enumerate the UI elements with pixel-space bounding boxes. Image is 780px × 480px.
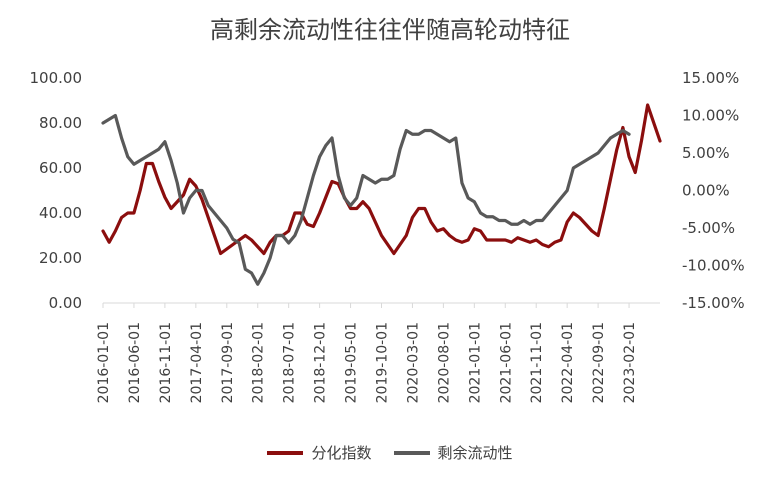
x-tick-label: 2017-09-01 <box>220 322 236 403</box>
y-left-tick-label: 40.00 <box>39 204 82 222</box>
x-tick-label: 2018-12-01 <box>313 322 329 403</box>
y-right-tick-label: 15.00% <box>682 69 739 87</box>
x-tick-label: 2021-01-01 <box>467 322 483 403</box>
x-tick-label: 2019-05-01 <box>344 322 360 403</box>
legend-label-series-1: 剩余流动性 <box>437 444 513 462</box>
x-tick-label: 2023-02-01 <box>622 322 638 403</box>
x-tick-label: 2016-06-01 <box>127 322 143 403</box>
legend-label-series-0: 分化指数 <box>311 444 372 462</box>
x-tick-label: 2016-01-01 <box>96 322 112 403</box>
legend-swatch-series-1 <box>393 450 430 455</box>
y-right-tick-label: 5.00% <box>682 144 730 162</box>
y-left-tick-label: 20.00 <box>39 249 82 267</box>
y-right-tick-label: -15.00% <box>682 294 745 312</box>
y-right-tick-label: -10.00% <box>682 257 745 275</box>
chart-title: 高剩余流动性往往伴随高轮动特征 <box>210 16 570 44</box>
legend-item-series-1: 剩余流动性 <box>393 442 513 463</box>
x-tick-label: 2021-06-01 <box>498 322 514 403</box>
x-tick-label: 2021-11-01 <box>529 322 545 403</box>
x-tick-label: 2017-04-01 <box>189 322 205 403</box>
x-tick-label: 2019-10-01 <box>375 322 391 403</box>
y-right-tick-label: 0.00% <box>682 182 730 200</box>
y-left-tick-label: 60.00 <box>39 159 82 177</box>
legend-swatch-series-0 <box>267 450 304 455</box>
legend-item-series-0: 分化指数 <box>267 442 372 463</box>
y-right-tick-label: -5.00% <box>682 219 735 237</box>
x-tick-label: 2022-09-01 <box>591 322 607 403</box>
series-line-1 <box>101 113 631 286</box>
legend: 分化指数 剩余流动性 <box>0 442 780 463</box>
y-left-tick-label: 80.00 <box>39 114 82 132</box>
x-tick-label: 2018-07-01 <box>282 322 298 403</box>
x-tick-label: 2016-11-01 <box>158 322 174 403</box>
x-tick-label: 2020-03-01 <box>405 322 421 403</box>
x-tick-label: 2018-02-01 <box>251 322 267 403</box>
series-layer <box>101 103 662 286</box>
series-line-0 <box>101 103 662 256</box>
y-right-tick-label: 10.00% <box>682 107 739 125</box>
y-left-tick-label: 0.00 <box>49 294 82 312</box>
x-tick-label: 2022-04-01 <box>560 322 576 403</box>
y-left-tick-label: 100.00 <box>30 69 83 87</box>
x-tick-label: 2020-08-01 <box>436 322 452 403</box>
axes-layer: 100.00 80.00 60.00 40.00 20.00 0.00 15.00% 10.0… <box>30 69 745 403</box>
